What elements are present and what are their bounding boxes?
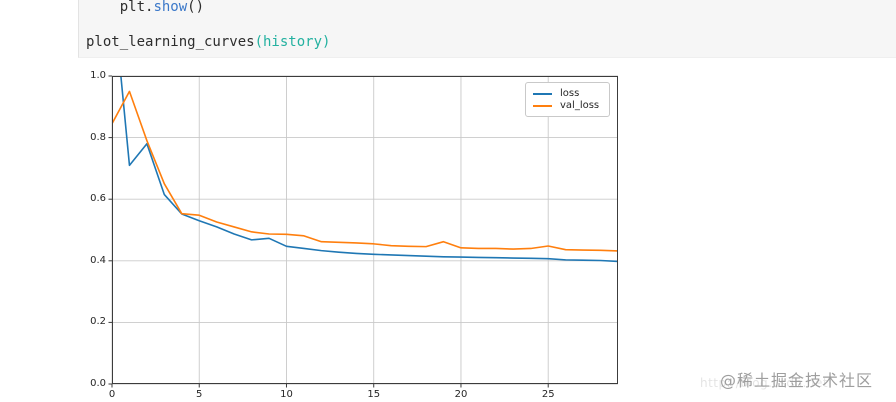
y-tick-label: 0.2 [90, 316, 106, 328]
legend-line-swatch [533, 92, 552, 95]
y-tick-label: 0.4 [90, 254, 106, 266]
code-line: plot_learning_curves(history) [86, 33, 330, 51]
y-tick-label: 0.6 [90, 193, 106, 205]
x-tick-label: 15 [367, 389, 381, 400]
learning-curves-chart [108, 75, 618, 388]
legend-label: val_loss [560, 100, 600, 111]
code-token: plot_learning_curves [86, 34, 255, 50]
y-tick-label: 0.0 [90, 378, 106, 389]
legend-item-loss: loss [533, 88, 599, 99]
x-tick-label: 5 [196, 389, 203, 400]
legend: loss val_loss [525, 82, 611, 117]
code-token-function: show [153, 0, 188, 15]
watermark: @稀土掘金技术社区 [720, 371, 874, 390]
y-tick-label: 1.0 [90, 70, 106, 81]
x-tick-label: 25 [541, 389, 555, 400]
legend-item-val_loss: val_loss [533, 100, 599, 111]
x-tick-label: 10 [280, 389, 293, 400]
code-line: plt.show() [86, 0, 204, 16]
code-token: () [187, 0, 205, 15]
watermark-url: http://blog.csdn.net [700, 376, 829, 390]
code-cell: plt.show() plot_learning_curves(history) [78, 0, 896, 58]
x-tick-label: 0 [108, 389, 116, 400]
y-tick-label: 0.8 [90, 131, 106, 143]
code-token-argument: (history) [254, 34, 331, 50]
legend-line-swatch [533, 104, 552, 107]
x-tick-label: 20 [454, 389, 468, 400]
code-token: plt. [86, 0, 154, 15]
legend-label: loss [560, 88, 580, 99]
